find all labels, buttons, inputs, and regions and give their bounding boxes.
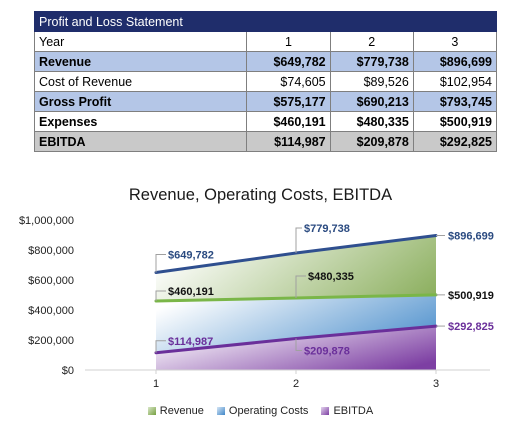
y-tick-label: $200,000 [28, 335, 74, 347]
table-row-gross-profit: Gross Profit $575,177 $690,213 $793,745 [33, 91, 498, 112]
data-label: $114,987 [168, 336, 213, 348]
data-label: $460,191 [168, 286, 214, 298]
row-label: Expenses [33, 111, 248, 132]
x-tick-label: 2 [293, 378, 299, 390]
table-cell: $500,919 [412, 111, 498, 132]
table-cell: $292,825 [412, 131, 498, 152]
leader-line [155, 340, 166, 353]
row-label: EBITDA [33, 131, 248, 152]
y-tick-label: $1,000,000 [19, 215, 74, 227]
table-cell: $793,745 [412, 91, 498, 112]
table-cell: $209,878 [329, 131, 414, 152]
data-label: $209,878 [304, 346, 350, 358]
table-cell: $74,605 [246, 71, 331, 92]
legend-swatch-revenue [147, 407, 156, 415]
table-title-row: Profit and Loss Statement [34, 11, 497, 32]
leader-line [155, 254, 166, 273]
leader-line [295, 338, 302, 352]
table-row-expenses: Expenses $460,191 $480,335 $500,919 [33, 111, 498, 132]
header-year: 3 [412, 31, 498, 52]
table-cell: $896,699 [412, 51, 498, 72]
y-tick-label: $0 [62, 365, 74, 377]
y-tick-label: $800,000 [28, 245, 74, 257]
chart-legend: Revenue Operating Costs EBITDA [0, 405, 521, 418]
table-row-ebitda: EBITDA $114,987 $209,878 $292,825 [33, 131, 498, 152]
legend-label: Operating Costs [228, 405, 309, 417]
x-tick-label: 1 [153, 378, 159, 390]
legend-swatch-ebitda [321, 407, 330, 415]
legend-item-ebitda: EBITDA [321, 405, 373, 417]
chart-title: Revenue, Operating Costs, EBITDA [128, 186, 393, 204]
legend-label: Revenue [159, 405, 204, 417]
legend-swatch-operating-costs [216, 407, 225, 415]
data-label: $896,699 [448, 230, 494, 242]
x-tick-label: 3 [433, 378, 439, 390]
leader-line [295, 275, 306, 298]
row-label: Gross Profit [33, 91, 248, 112]
legend-item-revenue: Revenue [147, 405, 204, 417]
data-label: $649,782 [168, 250, 214, 262]
data-label: $500,919 [448, 290, 494, 302]
header-year: 1 [246, 31, 331, 52]
row-label: Cost of Revenue [33, 71, 248, 92]
header-label: Year [33, 31, 248, 52]
legend-label: EBITDA [333, 405, 374, 417]
data-label: $292,825 [448, 321, 494, 333]
data-label: $779,738 [304, 223, 350, 235]
table-cell: $114,987 [246, 131, 331, 152]
profit-loss-table: Profit and Loss Statement Year 1 2 3 Rev… [33, 11, 498, 152]
leader-line [295, 227, 302, 254]
table-cell: $480,335 [329, 111, 414, 132]
leader-line [155, 290, 166, 301]
y-tick-label: $400,000 [28, 305, 74, 317]
y-tick-label: $600,000 [28, 275, 74, 287]
table-header-row: Year 1 2 3 [33, 31, 498, 52]
legend-item-operating-costs: Operating Costs [216, 405, 309, 417]
data-label: $480,335 [308, 271, 354, 283]
table-title: Profit and Loss Statement [34, 11, 497, 32]
table-cell: $779,738 [329, 51, 414, 72]
table-cell: $575,177 [246, 91, 331, 112]
